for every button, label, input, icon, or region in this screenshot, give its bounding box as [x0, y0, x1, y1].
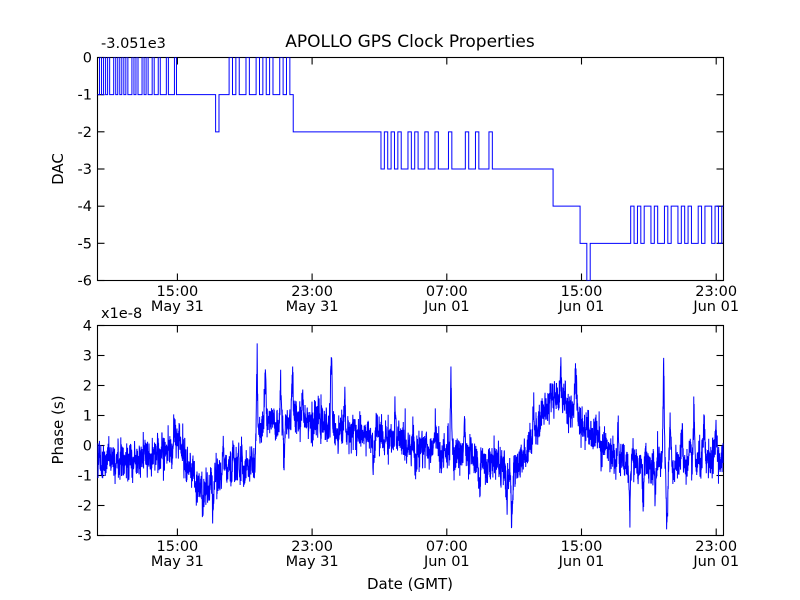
- phase-y-exponent-label: x1e-8: [101, 306, 142, 322]
- phase-axes-frame: [96, 324, 725, 537]
- dac-xtick-4: 23:00: [695, 284, 737, 300]
- phase-ytick-7: -3: [78, 529, 92, 545]
- phase-xtick-1: 23:00: [291, 539, 333, 555]
- phase-y-axis-label: Phase (s): [49, 395, 67, 464]
- dac-y-ticklabels: 0 -1 -2 -3 -4 -5 -6: [78, 51, 92, 290]
- dac-subplot: -3.051e3 0 -1 -2: [49, 36, 739, 315]
- phase-ytick-3: 1: [83, 409, 92, 425]
- phase-x-axis-label: Date (GMT): [367, 575, 453, 593]
- dac-x-ticks: [176, 57, 717, 281]
- phase-y-ticklabels: 4 3 2 1 0 -1 -2 -3: [78, 319, 92, 545]
- phase-xtick-0: 15:00: [157, 539, 199, 555]
- dac-ytick-3: -3: [78, 162, 92, 178]
- dac-ytick-5: -5: [78, 236, 92, 252]
- dac-data-line: [97, 57, 724, 281]
- phase-xtick-date-0: May 31: [151, 554, 204, 570]
- phase-xtick-date-1: May 31: [286, 554, 339, 570]
- phase-xtick-3: 15:00: [561, 539, 603, 555]
- dac-xtick-date-1: May 31: [286, 299, 339, 315]
- phase-ytick-6: -2: [78, 499, 92, 515]
- phase-subplot: x1e-8 4 3: [49, 306, 739, 593]
- phase-x-ticks: [176, 325, 717, 536]
- dac-ytick-4: -4: [78, 199, 92, 215]
- phase-y-ticks: [97, 324, 724, 537]
- dac-xtick-date-0: May 31: [151, 299, 204, 315]
- dac-xtick-3: 15:00: [561, 284, 603, 300]
- phase-xtick-date-2: Jun 01: [423, 554, 470, 570]
- dac-xtick-0: 15:00: [157, 284, 199, 300]
- dac-ytick-2: -2: [78, 125, 92, 141]
- phase-ytick-4: 0: [83, 439, 92, 455]
- dac-x-ticklabels: 15:00 23:00 07:00 15:00 23:00 May 31 May…: [151, 284, 739, 315]
- phase-data-line: [97, 343, 724, 530]
- phase-xtick-date-4: Jun 01: [692, 554, 739, 570]
- dac-xtick-2: 07:00: [426, 284, 468, 300]
- phase-x-ticklabels: 15:00 23:00 07:00 15:00 23:00 May 31 May…: [151, 539, 739, 570]
- dac-xtick-date-4: Jun 01: [692, 299, 739, 315]
- dac-ytick-6: -6: [78, 274, 92, 290]
- dac-y-offset-label: -3.051e3: [101, 36, 166, 52]
- phase-xtick-date-3: Jun 01: [558, 554, 605, 570]
- chart-title: APOLLO GPS Clock Properties: [285, 32, 535, 52]
- dac-y-ticks: [97, 56, 724, 282]
- phase-xtick-4: 23:00: [695, 539, 737, 555]
- dac-xtick-date-2: Jun 01: [423, 299, 470, 315]
- dac-xtick-1: 23:00: [291, 284, 333, 300]
- phase-ytick-5: -1: [78, 469, 92, 485]
- dac-xtick-date-3: Jun 01: [558, 299, 605, 315]
- dac-y-axis-label: DAC: [49, 153, 67, 185]
- phase-ytick-2: 2: [83, 379, 92, 395]
- phase-xtick-2: 07:00: [426, 539, 468, 555]
- dac-ytick-1: -1: [78, 88, 92, 104]
- dac-ytick-0: 0: [83, 51, 92, 67]
- phase-ytick-1: 3: [83, 349, 92, 365]
- phase-ytick-0: 4: [83, 319, 92, 335]
